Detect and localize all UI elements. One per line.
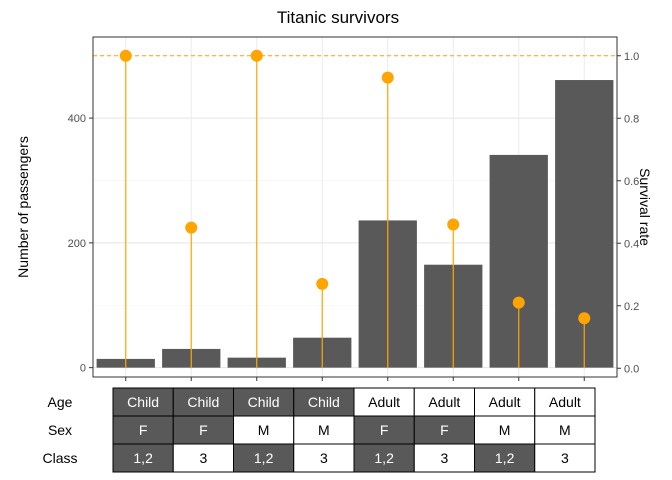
table-cell xyxy=(474,387,536,417)
table-cell-text: 1,2 xyxy=(254,450,274,466)
table-cell-text: 3 xyxy=(440,450,448,466)
y-tick-label: 0 xyxy=(80,363,86,375)
table-cell-text: M xyxy=(499,422,511,438)
table-cell xyxy=(353,443,415,473)
table-cell xyxy=(474,415,536,445)
table-cell-text: Adult xyxy=(368,394,400,410)
table-cell-text: F xyxy=(139,422,148,438)
table-cell-text: Child xyxy=(187,394,219,410)
category-table: Age Sex Class Child Child Child Child Adult Adul… xyxy=(42,387,596,473)
y2-tick-label: 0.0 xyxy=(624,363,639,375)
right-axis: 0.0 0.2 0.4 0.6 0.8 1.0 xyxy=(617,51,639,375)
survival-point xyxy=(250,49,263,62)
chart-title: Titanic survivors xyxy=(277,8,399,27)
table-cell-text: Adult xyxy=(549,394,581,410)
survival-point xyxy=(316,277,329,290)
y2-tick-label: 0.4 xyxy=(624,238,639,250)
table-row-label: Class xyxy=(42,450,77,466)
left-axis: 0 200 400 xyxy=(68,113,93,375)
table-cell xyxy=(534,443,596,473)
table-cell-text: 1,2 xyxy=(495,450,515,466)
y2-axis-title: Survival rate xyxy=(637,168,653,246)
survival-point xyxy=(381,71,394,84)
table-cell xyxy=(293,443,355,473)
table-row-label: Sex xyxy=(48,422,72,438)
table-cell xyxy=(413,443,475,473)
bars xyxy=(96,80,614,368)
table-cell xyxy=(233,415,295,445)
table-cell xyxy=(534,387,596,417)
table-cell-text: M xyxy=(318,422,330,438)
table-cell xyxy=(413,415,475,445)
table-cell-text: Child xyxy=(248,394,280,410)
table-cell-text: F xyxy=(199,422,208,438)
table-cell-text: 1,2 xyxy=(374,450,394,466)
table-cell xyxy=(293,415,355,445)
survival-point xyxy=(185,221,198,234)
table-cell-text: Adult xyxy=(428,394,460,410)
survival-point xyxy=(119,49,132,62)
y2-tick-label: 0.2 xyxy=(624,301,639,313)
survival-lollipops xyxy=(93,49,617,369)
table-cell-text: 1,2 xyxy=(133,450,153,466)
table-cell-text: M xyxy=(258,422,270,438)
y2-tick-label: 1.0 xyxy=(624,51,639,63)
table-cell xyxy=(112,387,174,417)
table-cell-text: F xyxy=(440,422,449,438)
table-cell xyxy=(172,387,234,417)
y-tick-label: 200 xyxy=(68,238,86,250)
y-tick-label: 400 xyxy=(68,113,86,125)
bottom-ticks xyxy=(125,377,585,381)
table-cell xyxy=(172,415,234,445)
table-cell-text: F xyxy=(380,422,389,438)
table-cell-text: Child xyxy=(127,394,159,410)
table-cell xyxy=(233,443,295,473)
table-cell-text: 3 xyxy=(199,450,207,466)
y-axis-title: Number of passengers xyxy=(15,136,31,278)
table-cell-text: Child xyxy=(308,394,340,410)
y2-tick-label: 0.8 xyxy=(624,113,639,125)
survival-point xyxy=(447,218,460,231)
table-row-label: Age xyxy=(48,394,73,410)
table-cell-text: 3 xyxy=(320,450,328,466)
plot-panel-border xyxy=(92,36,618,378)
table-cell-text: 3 xyxy=(561,450,569,466)
table-cell-text: Adult xyxy=(489,394,521,410)
table-cell-text: M xyxy=(559,422,571,438)
table-cell xyxy=(534,415,596,445)
survival-point xyxy=(512,296,525,309)
table-cell xyxy=(112,443,174,473)
y2-tick-label: 0.6 xyxy=(624,176,639,188)
survival-point xyxy=(578,312,591,325)
